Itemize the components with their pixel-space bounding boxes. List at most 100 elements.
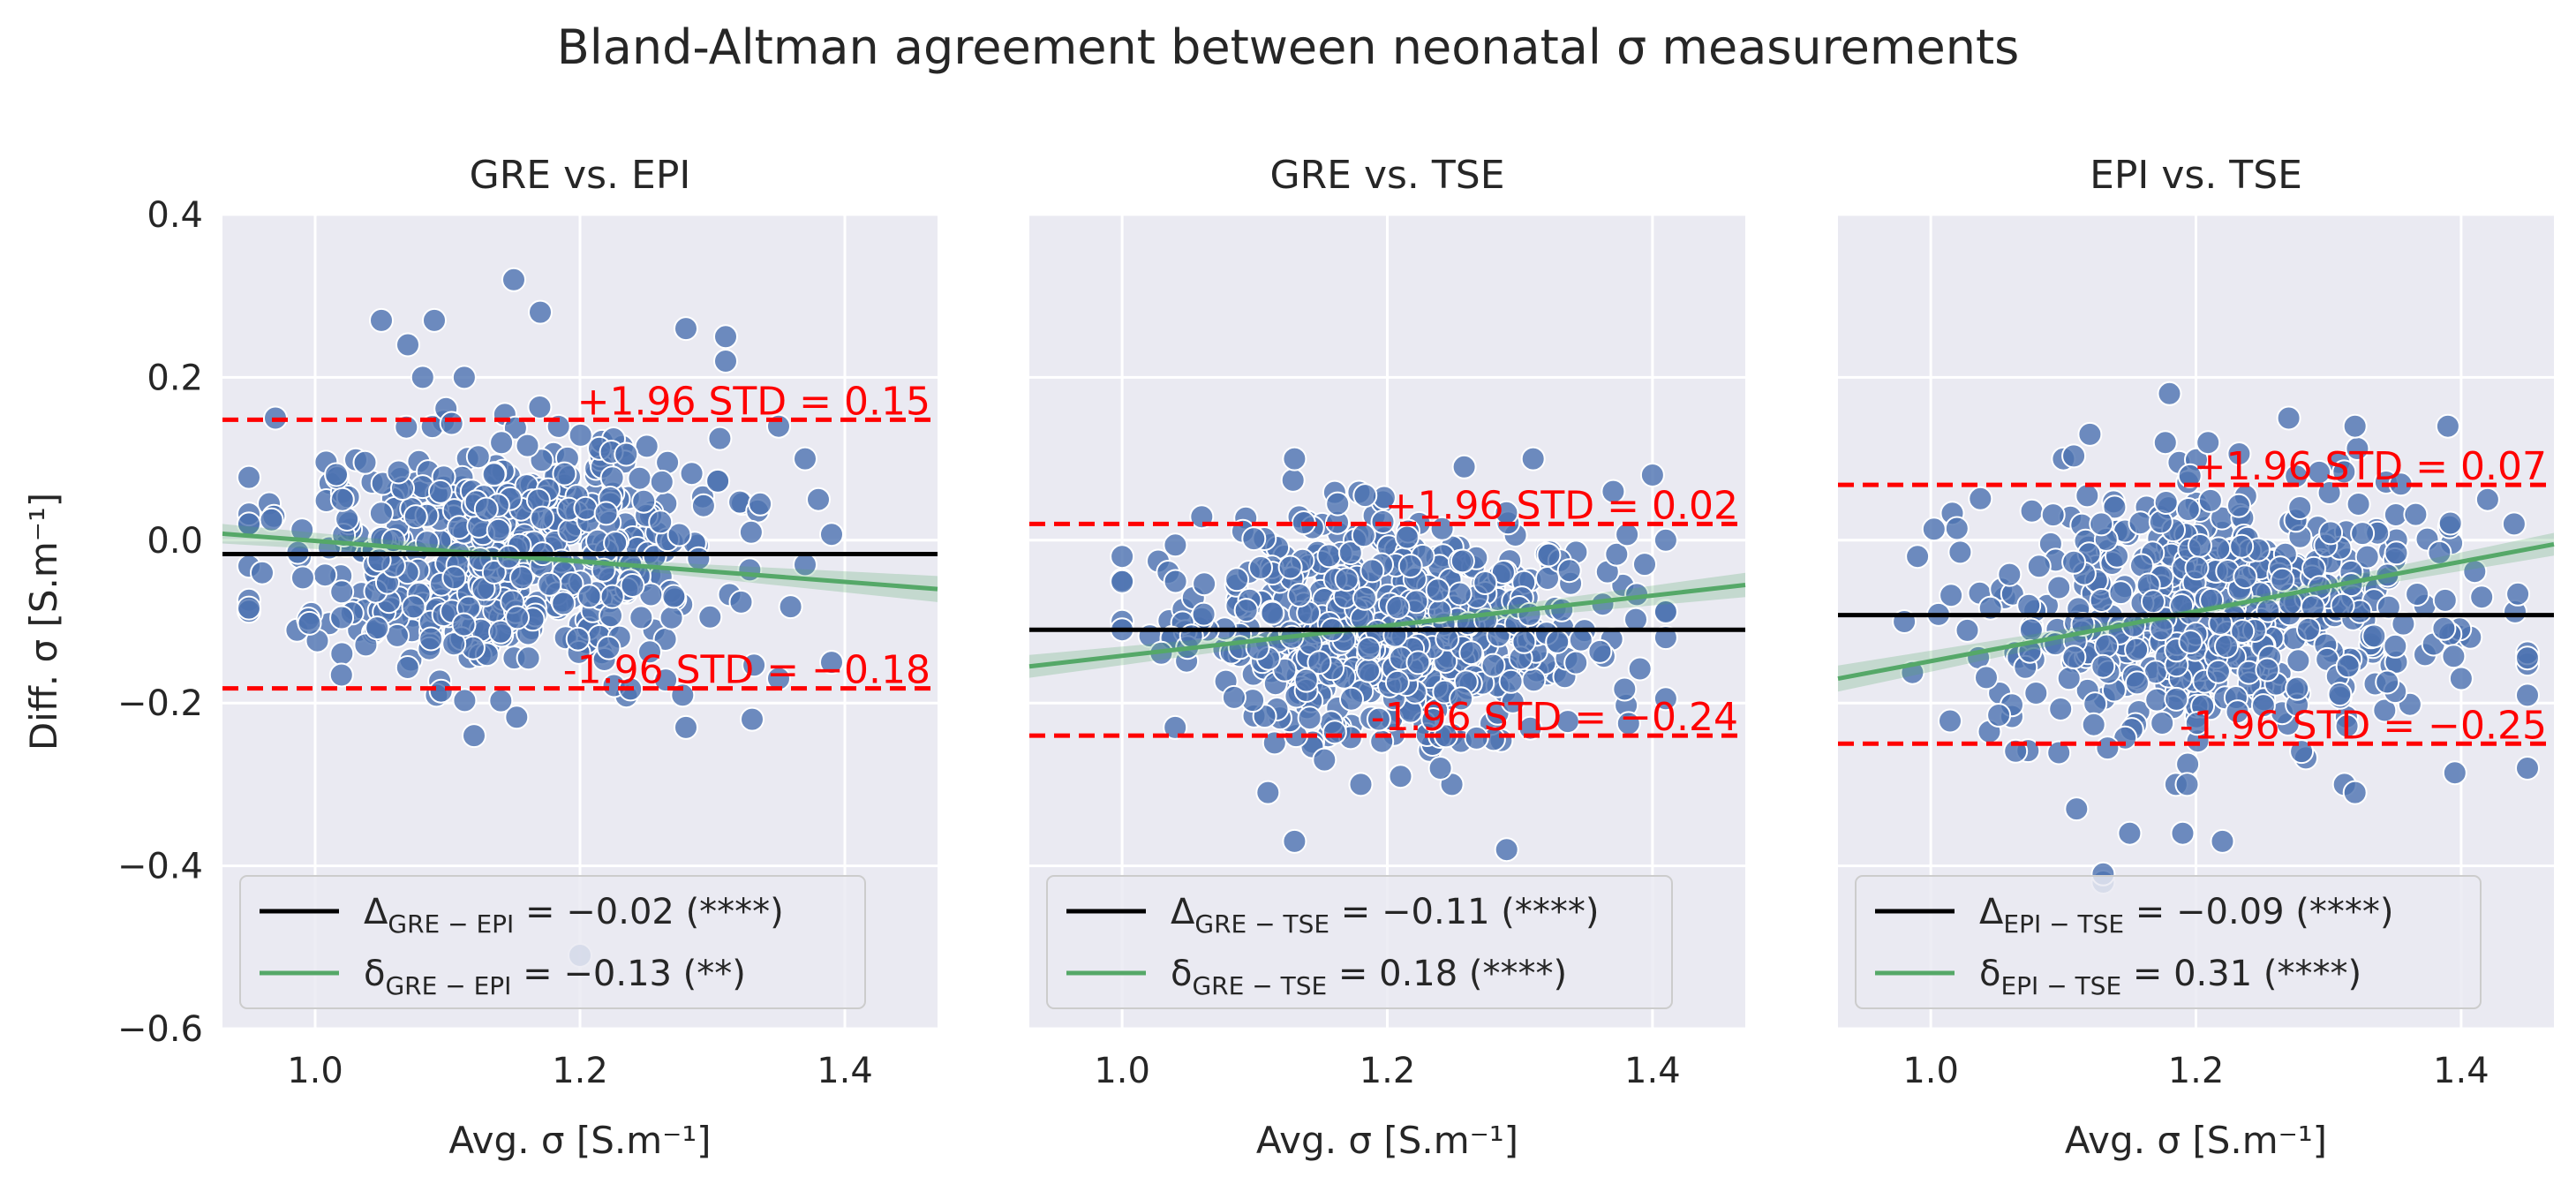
panel-2: +1.96 STD = 0.02 -1.96 STD = −0.24 GRE vs.… (1028, 153, 1746, 1162)
legend-symbol: Δ (364, 892, 388, 932)
scatter-point (1366, 706, 1391, 732)
panel-title: GRE vs. EPI (470, 153, 691, 198)
scatter-point (237, 595, 261, 621)
scatter-point (614, 441, 639, 467)
legend-subscript: EPI − TSE (2003, 909, 2124, 939)
scatter-point (451, 365, 477, 390)
scatter-point (742, 653, 767, 678)
scatter-point (1282, 446, 1307, 472)
scatter-point (2376, 594, 2401, 620)
scatter-point (2174, 772, 2200, 797)
legend-entry: ΔGRE − TSE = −0.11 (****) (1171, 892, 1600, 939)
upper-loa-label: +1.96 STD = 0.15 (577, 379, 930, 424)
scatter-point (1427, 756, 1453, 781)
scatter-point (395, 332, 420, 358)
scatter-point (537, 571, 562, 597)
scatter-point (1555, 709, 1580, 735)
scatter-point (1420, 707, 1446, 732)
scatter-point (527, 395, 553, 419)
scatter-point (237, 464, 261, 490)
panel-3: +1.96 STD = 0.07 -1.96 STD = −0.25 EPI vs.… (1837, 153, 2555, 1162)
scatter-point (634, 434, 659, 459)
scatter-point (707, 426, 733, 451)
scatter-point (1394, 524, 1420, 550)
x-tick-label: 1.0 (287, 1051, 343, 1091)
scatter-point (451, 612, 477, 637)
scatter-point (1307, 650, 1332, 675)
scatter-point (2019, 498, 2045, 524)
scatter-point (738, 519, 764, 545)
scatter-point (1282, 828, 1307, 854)
scatter-point (2350, 521, 2376, 547)
scatter-point (1191, 601, 1216, 627)
scatter-point (1451, 454, 1477, 479)
scatter-point (2334, 713, 2360, 739)
scatter-point (1260, 600, 1285, 626)
legend-subscript: GRE − EPI (385, 971, 511, 1000)
panel-1: +1.96 STD = 0.15 -1.96 STD = −0.18 GRE vs.… (22, 153, 938, 1162)
scatter-point (329, 641, 355, 667)
scatter-point (1947, 539, 1973, 565)
legend-value: = −0.13 (**) (511, 954, 745, 994)
scatter-point (2431, 615, 2457, 641)
scatter-point (2090, 653, 2116, 679)
legend-entry: δGRE − EPI = −0.13 (**) (364, 954, 746, 1000)
scatter-point (2391, 611, 2416, 637)
legend-subscript: GRE − TSE (1194, 909, 1329, 939)
scatter-point (648, 509, 674, 535)
scatter-point (1450, 548, 1475, 574)
scatter-point (1280, 467, 1306, 493)
scatter-point (1163, 569, 1188, 594)
scatter-point (2287, 495, 2313, 520)
scatter-point (2375, 669, 2400, 695)
legend-entry: ΔEPI − TSE = −0.09 (****) (1979, 892, 2394, 939)
scatter-point (1944, 516, 1970, 541)
scatter-point (313, 562, 338, 588)
scatter-point (486, 517, 511, 543)
scatter-point (1521, 668, 1547, 693)
scatter-point (2128, 510, 2153, 536)
legend-entry: δEPI − TSE = 0.31 (****) (1979, 954, 2361, 1000)
scatter-point (1511, 629, 1537, 654)
scatter-point (603, 530, 629, 555)
scatter-point (748, 491, 773, 517)
scatter-point (2515, 683, 2540, 708)
scatter-point (1639, 463, 1665, 487)
scatter-point (2075, 483, 2100, 509)
scatter-point (1360, 558, 1385, 584)
scatter-point (2515, 645, 2540, 671)
scatter-point (1498, 668, 1524, 694)
upper-loa-label: +1.96 STD = 0.02 (1385, 483, 1738, 528)
legend-value: = −0.09 (****) (2124, 892, 2393, 932)
legend-value: = 0.18 (****) (1327, 954, 1567, 994)
scatter-point (501, 267, 526, 292)
scatter-point (629, 605, 654, 630)
scatter-point (439, 411, 464, 436)
scatter-point (329, 605, 355, 630)
scatter-point (528, 299, 553, 325)
scatter-point (2354, 544, 2380, 570)
scatter-point (2089, 511, 2114, 537)
scatter-point (1938, 708, 1962, 734)
legend-value: = −0.11 (****) (1329, 892, 1599, 932)
scatter-point (2469, 585, 2495, 610)
scatter-point (401, 594, 426, 620)
scatter-point (627, 465, 652, 491)
scatter-point (1352, 585, 1377, 611)
scatter-point (1397, 554, 1423, 578)
scatter-point (1480, 653, 1506, 678)
scatter-point (505, 605, 530, 630)
scatter-point (713, 349, 738, 373)
scatter-point (2102, 494, 2128, 520)
scatter-point (504, 705, 530, 730)
scatter-point (1110, 544, 1135, 570)
scatter-point (1356, 658, 1381, 683)
scatter-point (1297, 705, 1322, 731)
x-axis-label: Avg. σ [S.m⁻¹] (1256, 1119, 1518, 1162)
scatter-point (428, 678, 454, 704)
scatter-point (2077, 421, 2103, 447)
scatter-point (395, 655, 420, 680)
scatter-point (1955, 617, 1980, 643)
scatter-point (697, 604, 723, 630)
